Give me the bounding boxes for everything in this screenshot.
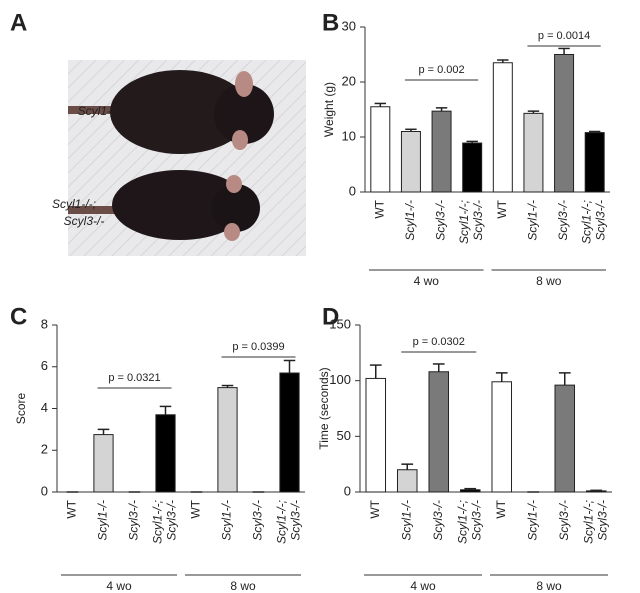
bar: [585, 490, 607, 493]
y-axis-label: Weight (g): [322, 82, 336, 137]
bar: [584, 132, 605, 193]
x-tick-label: Scyl3-/-: [557, 500, 571, 541]
x-tick-label: WT: [495, 199, 509, 218]
mouse-label: Scyl1-/-;: [52, 197, 96, 211]
bar: [431, 110, 452, 193]
bar: [400, 131, 421, 193]
y-tick-label: 6: [41, 358, 48, 373]
group-label: 4 wo: [410, 579, 436, 593]
group-label: 4 wo: [106, 579, 132, 593]
p-value: p = 0.0399: [232, 341, 284, 353]
y-axis-label: Time (seconds): [317, 367, 331, 449]
mouse-label: Scyl3-/-: [64, 214, 105, 228]
x-tick-label: Scyl3-/-: [127, 500, 141, 541]
bar: [396, 469, 418, 493]
x-tick-label: Scyl1-/-;Scyl3-/-: [580, 200, 608, 244]
y-axis-label: Score: [14, 393, 28, 425]
x-tick-label: Scyl1-/-;Scyl3-/-: [151, 500, 179, 544]
y-tick-label: 20: [342, 73, 356, 88]
group-label: 8 wo: [230, 579, 256, 593]
mouse-label: Scyl1-/-: [78, 104, 119, 118]
panel-label: A: [10, 9, 27, 36]
bar: [491, 381, 513, 493]
bar: [428, 371, 450, 493]
p-value: p = 0.0014: [538, 30, 590, 42]
panel-label: D: [322, 303, 339, 330]
x-tick-label: WT: [65, 499, 79, 518]
x-tick-label: Scyl1-/-;Scyl3-/-: [275, 500, 303, 544]
photo: [68, 60, 306, 256]
bar: [462, 142, 483, 193]
group-label: 8 wo: [536, 579, 562, 593]
bar: [492, 62, 513, 193]
x-tick-label: Scyl1-/-: [96, 500, 110, 541]
bar: [554, 54, 575, 193]
p-value: p = 0.0321: [108, 372, 160, 384]
x-tick-label: WT: [189, 499, 203, 518]
y-tick-label: 30: [342, 18, 356, 33]
x-tick-label: Scyl1-/-: [525, 500, 539, 541]
bar: [365, 377, 387, 493]
x-tick-label: Scyl1-/-: [526, 200, 540, 241]
y-tick-label: 8: [41, 316, 48, 331]
x-tick-label: WT: [368, 499, 382, 518]
panel-label: C: [10, 303, 27, 330]
x-tick-label: Scyl1-/-: [399, 500, 413, 541]
y-tick-label: 10: [342, 128, 356, 143]
y-tick-label: 4: [41, 400, 48, 415]
bar: [459, 489, 481, 493]
bar: [217, 387, 238, 493]
x-tick-label: Scyl1-/-: [220, 500, 234, 541]
bar: [523, 112, 544, 193]
x-tick-label: Scyl1-/-;Scyl3-/-: [457, 200, 485, 244]
x-tick-label: Scyl3-/-: [556, 200, 570, 241]
y-tick-label: 2: [41, 442, 48, 457]
y-tick-label: 50: [337, 428, 351, 443]
x-tick-label: Scyl3-/-: [431, 500, 445, 541]
group-label: 4 wo: [414, 274, 440, 288]
x-tick-label: Scyl1-/-;Scyl3-/-: [581, 500, 609, 544]
y-tick-label: 150: [329, 316, 351, 331]
x-tick-label: Scyl3-/-: [434, 200, 448, 241]
x-tick-label: WT: [494, 499, 508, 518]
bar: [279, 372, 300, 493]
p-value: p = 0.0302: [413, 336, 465, 348]
y-tick-label: 0: [349, 183, 356, 198]
p-value: p = 0.002: [418, 64, 464, 76]
x-tick-label: Scyl3-/-: [251, 500, 265, 541]
y-tick-label: 100: [329, 372, 351, 387]
x-tick-label: Scyl1-/-;Scyl3-/-: [455, 500, 483, 544]
panel-label: B: [322, 9, 339, 36]
bar: [93, 434, 114, 493]
bar: [155, 414, 176, 493]
y-tick-label: 0: [41, 483, 48, 498]
x-tick-label: WT: [372, 199, 386, 218]
bar: [370, 106, 391, 193]
y-tick-label: 0: [344, 483, 351, 498]
bar: [554, 384, 576, 493]
group-label: 8 wo: [536, 274, 562, 288]
x-tick-label: Scyl1-/-: [403, 200, 417, 241]
